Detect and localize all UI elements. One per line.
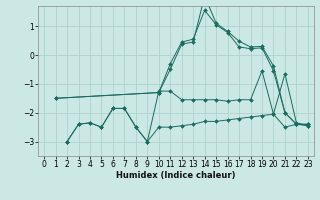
X-axis label: Humidex (Indice chaleur): Humidex (Indice chaleur) [116, 171, 236, 180]
